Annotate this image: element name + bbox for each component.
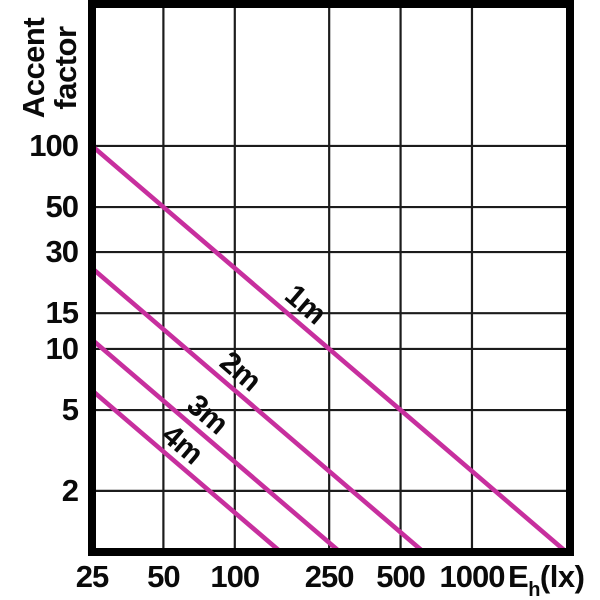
x-tick-label-250: 250 (304, 559, 355, 594)
x-unit-symbol: E (508, 559, 529, 594)
y-tick-label-10: 10 (45, 330, 79, 366)
series-line-4m (89, 388, 284, 555)
series-line-1m (89, 143, 569, 555)
series-line-3m (89, 337, 343, 555)
x-tick-label-1000: 1000 (439, 559, 505, 594)
series-line-2m (89, 265, 426, 555)
y-tick-label-30: 30 (45, 234, 79, 270)
y-axis-title: Accent factor (15, 17, 83, 119)
y-tick-label-15: 15 (45, 295, 79, 331)
x-unit-parenthetical: (lx) (539, 559, 585, 594)
x-tick-label-500: 500 (376, 559, 426, 594)
y-tick-label-5: 5 (61, 392, 79, 428)
y-tick-label-50: 50 (45, 189, 79, 225)
plot-frame (88, 0, 574, 556)
x-tick-label-25: 25 (75, 559, 109, 594)
y-tick-label-100: 100 (29, 127, 79, 163)
x-tick-label-50: 50 (147, 559, 180, 594)
x-unit-subscript: h (528, 579, 540, 600)
x-tick-label-100: 100 (210, 559, 260, 594)
y-tick-label-2: 2 (61, 472, 79, 508)
x-axis-unit: Eh(lx) (508, 559, 585, 600)
